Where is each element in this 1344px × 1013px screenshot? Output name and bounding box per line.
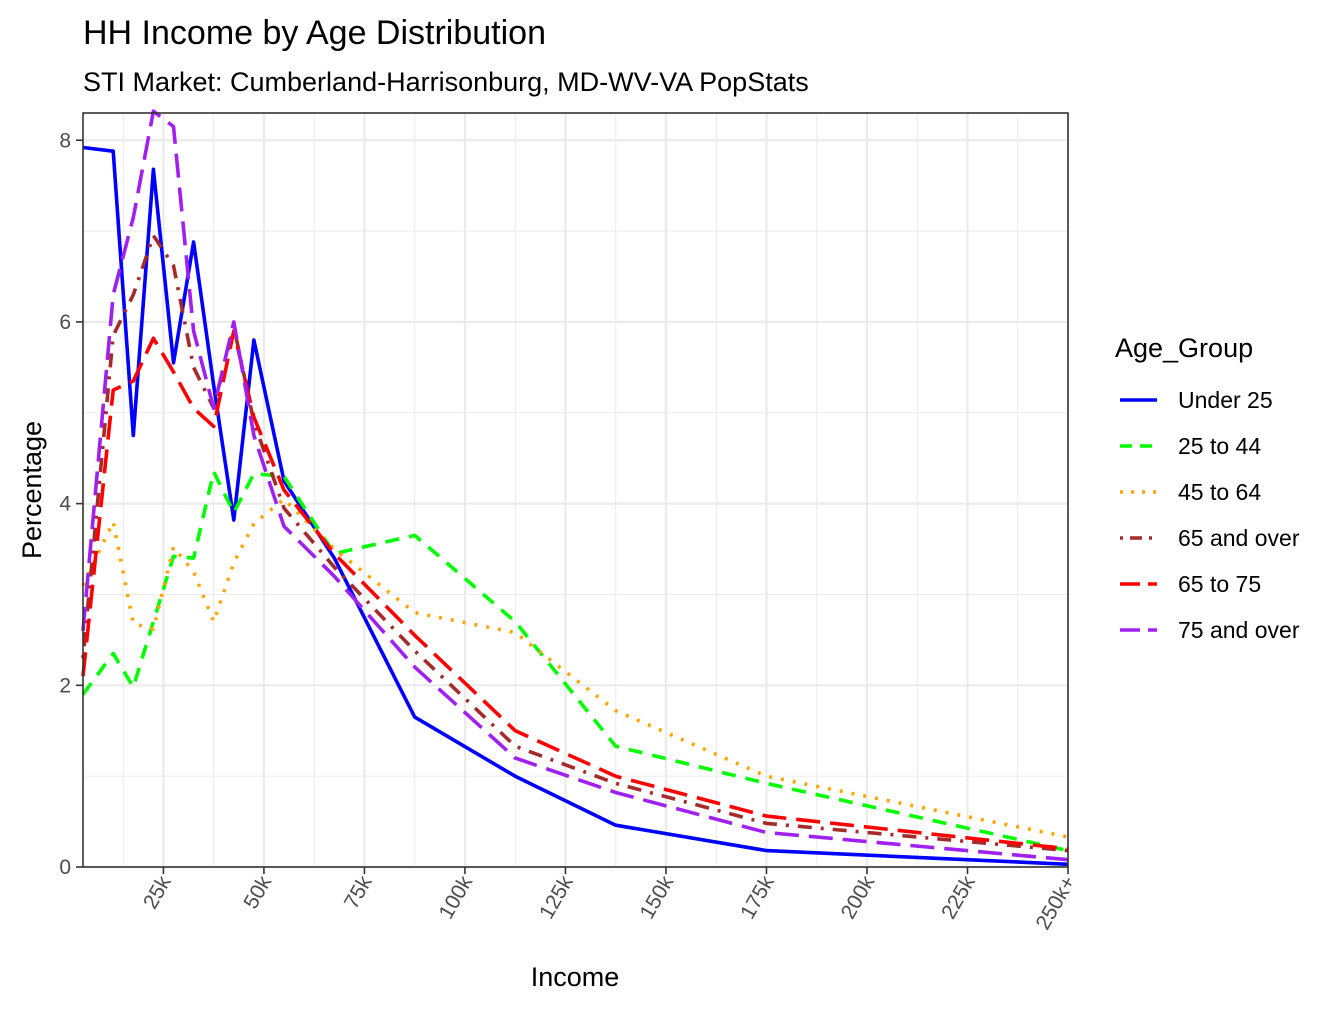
legend-label: 75 and over — [1178, 617, 1300, 643]
x-tick-label: 50k — [239, 872, 276, 913]
series-line-5 — [81, 109, 1069, 862]
x-tick-label: 175k — [736, 872, 779, 923]
series-line-1 — [81, 469, 1069, 853]
y-axis: 0 2 4 6 8 — [59, 129, 83, 879]
y-tick-label: 8 — [59, 129, 71, 152]
legend-title: Age_Group — [1115, 333, 1253, 363]
x-tick-label: 225k — [937, 872, 980, 923]
y-tick-label: 6 — [59, 311, 71, 334]
y-tick-label: 4 — [59, 493, 71, 516]
x-tick-label: 100k — [435, 872, 478, 923]
x-axis: 25k 50k 75k 100k 125k 150k 175k 200k 225k 250k+ — [139, 867, 1080, 934]
legend-label: 45 to 64 — [1178, 479, 1261, 505]
legend: Age_Group Under 25 25 to 44 45 to 64 65 and… — [1115, 333, 1300, 643]
series-line-3 — [81, 233, 1069, 853]
x-tick-label: 150k — [636, 872, 679, 923]
y-tick-label: 2 — [59, 674, 71, 697]
series-line-0 — [82, 145, 1069, 867]
series-layer — [81, 109, 1069, 867]
legend-label: Under 25 — [1178, 387, 1273, 413]
x-tick-label: 75k — [340, 872, 377, 913]
x-tick-label: 125k — [535, 872, 578, 923]
x-tick-label: 200k — [837, 872, 880, 923]
grid-layer — [83, 113, 1070, 869]
chart-title: HH Income by Age Distribution — [83, 14, 546, 52]
x-axis-title: Income — [531, 962, 620, 992]
chart-subtitle: STI Market: Cumberland-Harrisonburg, MD-… — [83, 67, 809, 97]
x-tick-label: 250k+ — [1032, 872, 1081, 934]
plot-border — [82, 112, 1069, 868]
legend-label: 25 to 44 — [1178, 433, 1261, 459]
y-axis-title: Percentage — [17, 421, 47, 559]
y-tick-label: 0 — [59, 856, 71, 879]
legend-label: 65 and over — [1178, 525, 1300, 551]
plot-panel — [83, 113, 1068, 867]
x-tick-label: 25k — [139, 872, 176, 913]
legend-label: 65 to 75 — [1178, 571, 1261, 597]
